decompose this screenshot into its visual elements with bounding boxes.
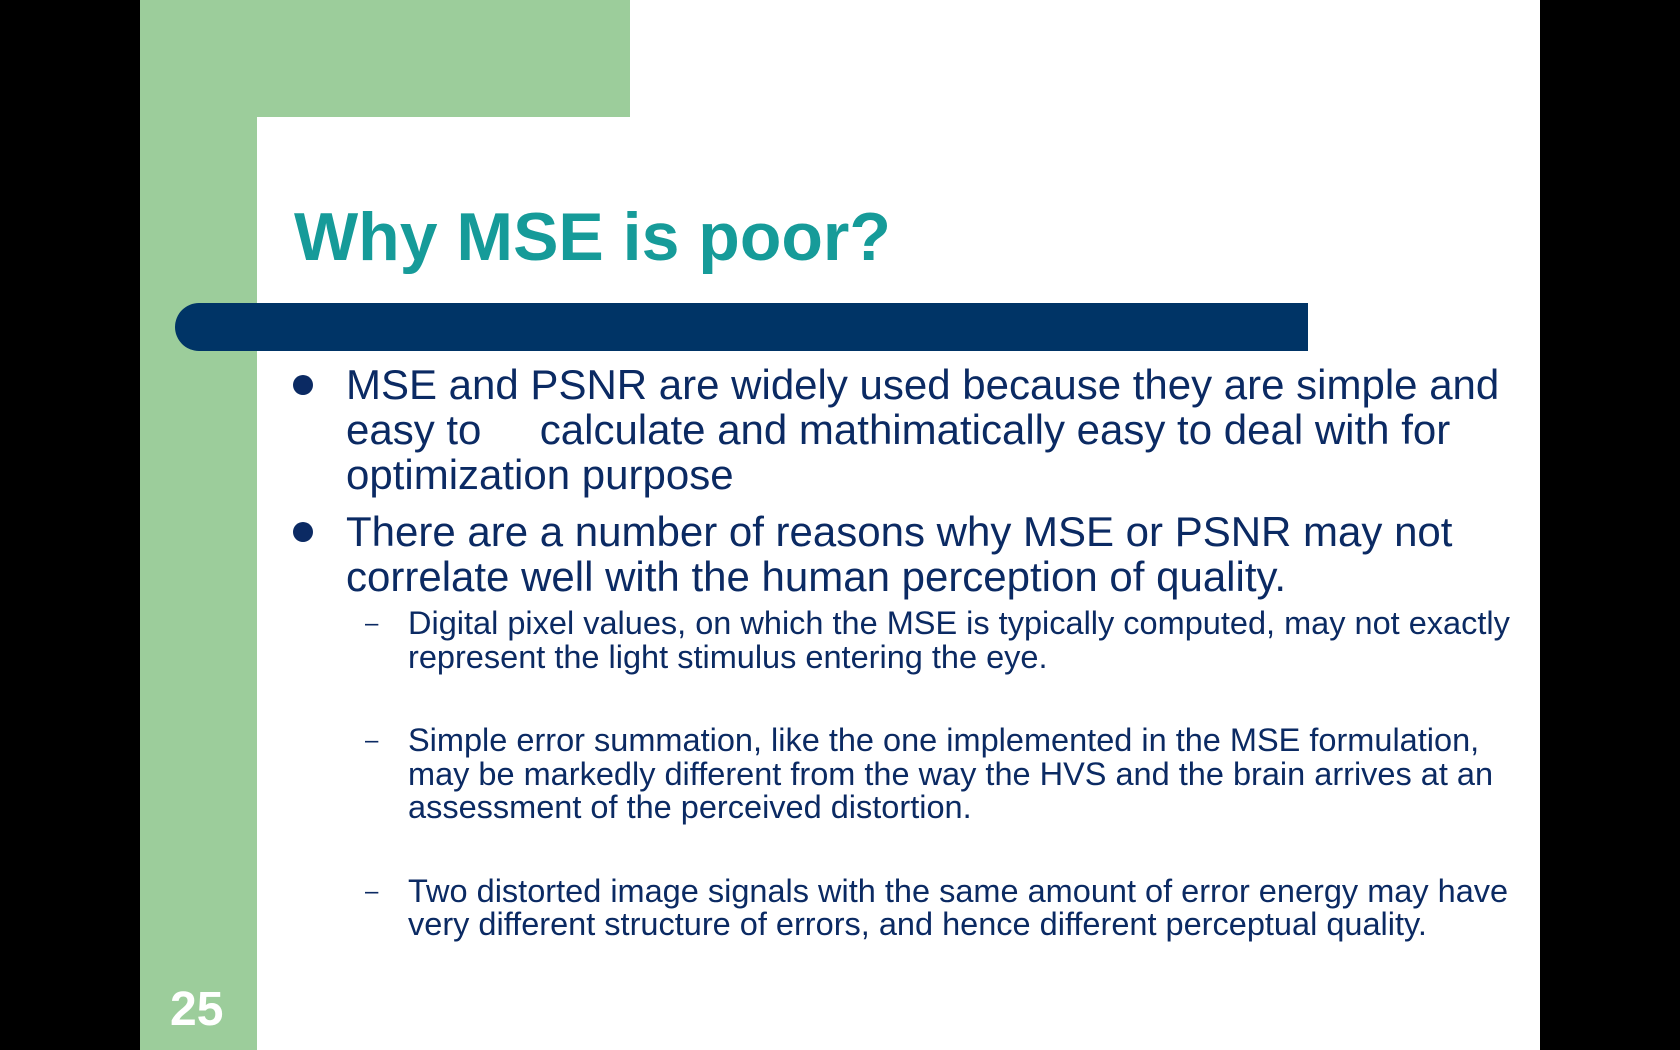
- dash-icon: –: [365, 727, 379, 754]
- sub-bullet-text: Simple error summation, like the one imp…: [408, 722, 1494, 825]
- title-underline-bar: [175, 303, 1308, 351]
- slide: Why MSE is poor? MSE and PSNR are widely…: [140, 0, 1540, 1050]
- bullet-dot-icon: [293, 522, 313, 542]
- bullet-dot-icon: [293, 375, 313, 395]
- sub-bullet-list: – Digital pixel values, on which the MSE…: [293, 605, 1533, 942]
- sub-bullet-text: Digital pixel values, on which the MSE i…: [408, 605, 1510, 675]
- dash-icon: –: [365, 610, 379, 637]
- bullet-item: MSE and PSNR are widely used because the…: [293, 362, 1533, 497]
- dash-icon: –: [365, 877, 379, 905]
- bullet-text: There are a number of reasons why MSE or…: [346, 508, 1453, 600]
- sub-bullet-item: – Two distorted image signals with the s…: [293, 872, 1533, 942]
- sub-bullet-text: Two distorted image signals with the sam…: [408, 872, 1509, 942]
- sub-bullet-item: – Simple error summation, like the one i…: [293, 722, 1533, 825]
- green-top-band: [140, 0, 630, 117]
- green-side-band: [140, 0, 257, 1050]
- rounded-corner: [257, 117, 377, 237]
- slide-title: Why MSE is poor?: [294, 199, 891, 275]
- slide-content: MSE and PSNR are widely used because the…: [293, 362, 1533, 992]
- bullet-text: MSE and PSNR are widely used because the…: [346, 361, 1511, 498]
- slide-number: 25: [170, 983, 224, 1036]
- bullet-item: There are a number of reasons why MSE or…: [293, 509, 1533, 599]
- sub-bullet-item: – Digital pixel values, on which the MSE…: [293, 605, 1533, 675]
